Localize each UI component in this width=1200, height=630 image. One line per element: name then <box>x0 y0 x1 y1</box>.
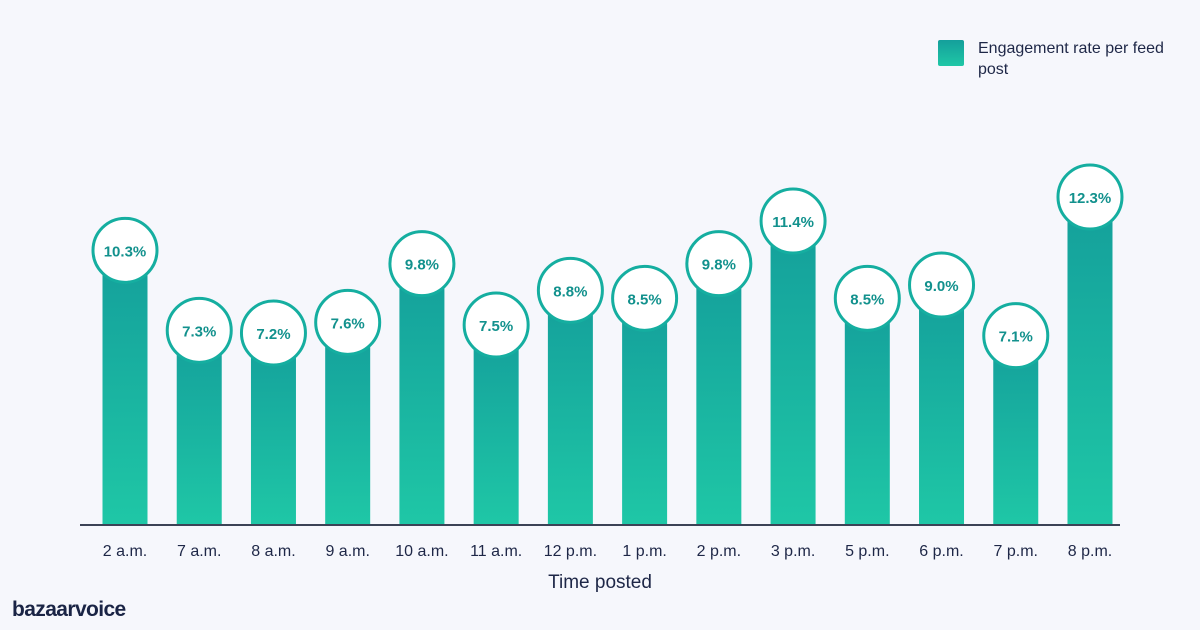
data-label-13: 12.3% <box>1069 190 1112 207</box>
legend-swatch <box>938 40 964 66</box>
x-tick-label-5: 11 a.m. <box>470 543 522 560</box>
value-badge-0 <box>91 216 159 284</box>
data-label-4: 9.8% <box>405 257 439 274</box>
legend-label: Engagement rate per feed post <box>978 40 1164 78</box>
data-label-11: 9.0% <box>924 278 958 295</box>
data-label-6: 8.8% <box>553 283 587 300</box>
value-badge-12 <box>982 302 1050 370</box>
bar-6 <box>547 290 593 525</box>
value-badge-10 <box>833 264 901 332</box>
x-tick-label-10: 5 p.m. <box>845 543 889 560</box>
x-tick-label-0: 2 a.m. <box>103 543 147 560</box>
bar-0 <box>102 250 148 526</box>
data-label-2: 7.2% <box>256 326 290 343</box>
data-label-8: 9.8% <box>702 257 736 274</box>
x-tick-label-9: 3 p.m. <box>771 543 815 560</box>
value-badge-8 <box>685 230 753 298</box>
data-label-1: 7.3% <box>182 323 216 340</box>
data-label-5: 7.5% <box>479 318 513 335</box>
x-tick-label-7: 1 p.m. <box>622 543 666 560</box>
value-badge-3 <box>314 288 382 356</box>
value-badge-4 <box>388 230 456 298</box>
data-label-7: 8.5% <box>628 291 662 308</box>
bar-13 <box>1067 197 1113 525</box>
bar-11 <box>919 285 965 525</box>
value-badge-5 <box>462 291 530 359</box>
bazaarvoice-logo: bazaarvoice <box>12 598 126 621</box>
data-label-12: 7.1% <box>999 329 1033 346</box>
x-tick-label-2: 8 a.m. <box>251 543 295 560</box>
x-tick-label-3: 9 a.m. <box>325 543 369 560</box>
data-label-3: 7.6% <box>331 315 365 332</box>
data-label-10: 8.5% <box>850 291 884 308</box>
value-badge-13 <box>1056 163 1124 231</box>
value-badge-2 <box>239 299 307 367</box>
value-badge-7 <box>611 264 679 332</box>
value-badge-1 <box>165 296 233 364</box>
bar-9 <box>770 221 816 525</box>
bar-4 <box>399 263 445 525</box>
bar-7 <box>622 298 668 525</box>
x-tick-label-1: 7 a.m. <box>177 543 221 560</box>
value-badge-6 <box>536 256 604 324</box>
x-axis-title: Time posted <box>548 572 652 593</box>
x-tick-label-6: 12 p.m. <box>544 543 597 560</box>
bar-10 <box>844 298 890 525</box>
x-tick-label-8: 2 p.m. <box>697 543 741 560</box>
x-tick-label-11: 6 p.m. <box>919 543 963 560</box>
x-tick-label-4: 10 a.m. <box>395 543 448 560</box>
value-badge-11 <box>908 251 976 319</box>
x-tick-label-13: 8 p.m. <box>1068 543 1112 560</box>
x-tick-label-12: 7 p.m. <box>994 543 1038 560</box>
bar-3 <box>325 322 371 525</box>
legend: Engagement rate per feed post <box>938 38 1168 80</box>
data-label-9: 11.4% <box>772 214 814 231</box>
data-label-0: 10.3% <box>104 243 147 260</box>
bar-8 <box>696 263 742 525</box>
value-badge-9 <box>759 187 827 255</box>
